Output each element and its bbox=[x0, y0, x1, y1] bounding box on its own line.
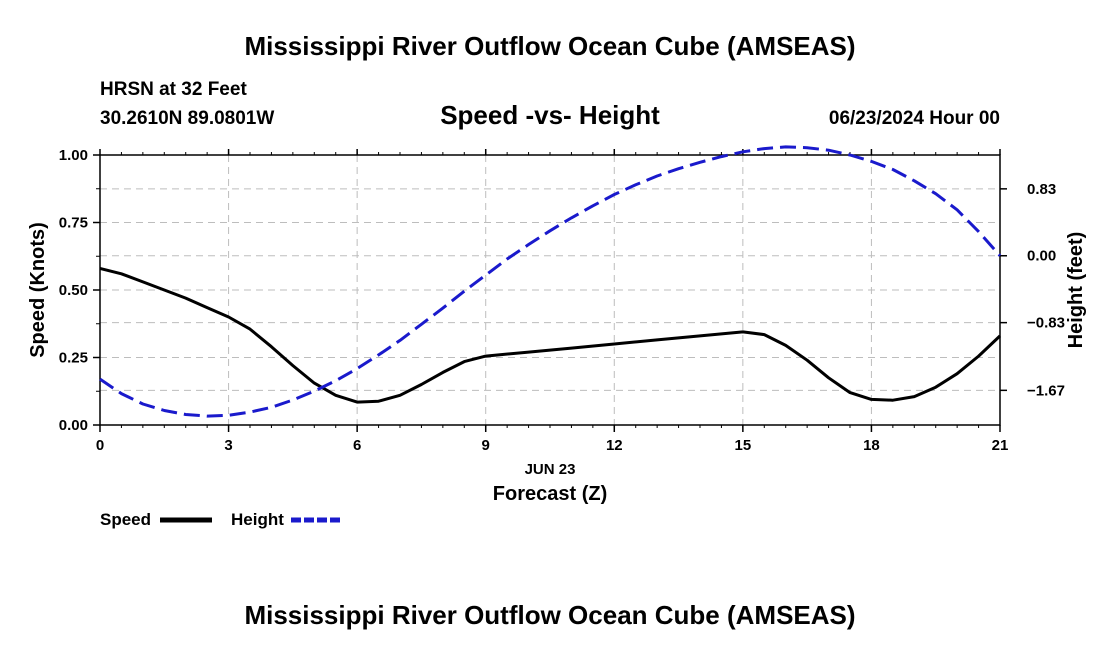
x-tick-label: 21 bbox=[992, 437, 1009, 454]
footer-title: Mississippi River Outflow Ocean Cube (AM… bbox=[244, 600, 855, 630]
x-tick-label: 0 bbox=[96, 437, 104, 454]
y-tick-label: 0.00 bbox=[59, 417, 88, 434]
station-label: HRSN at 32 Feet bbox=[100, 79, 247, 100]
speed-series-line bbox=[99, 266, 1002, 404]
series-lines bbox=[99, 145, 1002, 418]
coordinates-label: 30.2610N 89.0801W bbox=[100, 108, 274, 129]
y-tick-label: 0.25 bbox=[59, 350, 88, 367]
chart-title: Speed -vs- Height bbox=[440, 100, 660, 130]
y2-tick-label: 0.83 bbox=[1027, 181, 1056, 198]
legend-speed-label: Speed bbox=[100, 510, 151, 529]
y-tick-label: 0.75 bbox=[59, 215, 88, 232]
x-tick-label: 12 bbox=[606, 437, 623, 454]
x-tick-label: 15 bbox=[735, 437, 752, 454]
y2-tick-label: −1.67 bbox=[1027, 382, 1065, 399]
y2-axis-title: Height (feet) bbox=[1065, 232, 1087, 349]
y2-tick-label: 0.00 bbox=[1027, 248, 1056, 265]
x-tick-label: 6 bbox=[353, 437, 361, 454]
legend: Speed Height bbox=[100, 510, 343, 529]
x-tick-label: 9 bbox=[482, 437, 490, 454]
x-axis-title: Forecast (Z) bbox=[493, 483, 607, 505]
date-label: 06/23/2024 Hour 00 bbox=[829, 108, 1000, 129]
y-axis-title: Speed (Knots) bbox=[27, 222, 49, 358]
y-tick-label: 0.50 bbox=[59, 282, 88, 299]
grid bbox=[100, 155, 1000, 425]
x-tick-label: 3 bbox=[224, 437, 232, 454]
legend-height-label: Height bbox=[231, 510, 284, 529]
x-tick-label: 18 bbox=[863, 437, 880, 454]
x-axis-date: JUN 23 bbox=[525, 461, 576, 478]
y2-tick-label: −0.83 bbox=[1027, 315, 1065, 332]
page-title: Mississippi River Outflow Ocean Cube (AM… bbox=[244, 31, 855, 61]
y-tick-label: 1.00 bbox=[59, 147, 88, 164]
height-series-line bbox=[99, 145, 1002, 418]
axis-ticks: 0 3 6 9 12 15 18 21 0.00 0.25 0.50 0.75 1.00 0.83 0.00… bbox=[59, 147, 1065, 454]
